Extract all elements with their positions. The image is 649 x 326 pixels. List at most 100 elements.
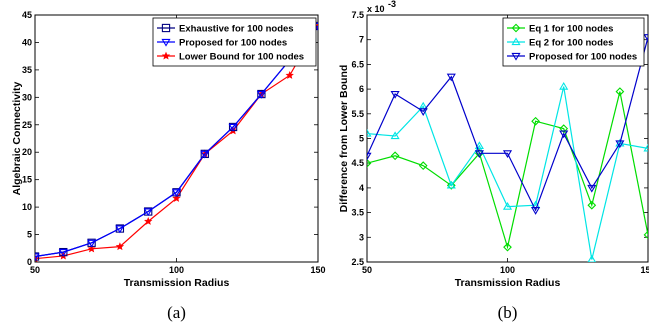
y-tick-label: 35 <box>22 65 32 75</box>
data-point <box>531 116 540 126</box>
data-point <box>367 158 372 168</box>
x-axis-label: Transmission Radius <box>124 277 230 289</box>
legend-swatch-marker <box>161 51 171 60</box>
data-point <box>58 249 68 257</box>
legend-label: Exhaustive for 100 nodes <box>179 24 294 35</box>
legend-item: Exhaustive for 100 nodes <box>157 24 294 35</box>
data-point <box>587 254 597 262</box>
data-point <box>559 81 569 90</box>
y-exponent-label: x 10 <box>367 4 385 14</box>
chart-panel-b: 2.5 3 3.5 4 4.5 5 5.5 6 6.5 7 7.5 50 100 150 Transmiss… <box>338 0 649 322</box>
data-point <box>256 90 266 99</box>
legend-swatch-marker <box>511 52 521 61</box>
data-point <box>446 180 456 189</box>
y-tick-label: 0 <box>27 257 32 267</box>
legend-item: Lower Bound for 100 nodes <box>157 52 304 63</box>
legend-item: Proposed for 100 nodes <box>157 38 287 49</box>
legend-box <box>152 17 317 67</box>
data-point <box>418 161 428 171</box>
data-point <box>503 242 512 252</box>
y-tick-label: 15 <box>22 175 32 185</box>
legend-label: Eq 2 for 100 nodes <box>529 38 613 49</box>
data-point <box>615 87 625 96</box>
data-point <box>615 140 625 149</box>
y-tick-label: 40 <box>22 37 32 47</box>
data-point <box>390 90 400 99</box>
data-point <box>474 150 484 159</box>
data-point <box>171 189 182 197</box>
x-tick-label: 150 <box>310 265 325 275</box>
series-line <box>367 37 648 212</box>
legend-label: Lower Bound for 100 nodes <box>179 52 304 63</box>
data-point <box>474 141 484 149</box>
chart-panel-a: 0 5 10 15 20 25 30 35 40 45 50 100 150 Transmission R… <box>11 10 326 322</box>
figure-caption: (b) <box>498 303 518 322</box>
data-point <box>390 151 400 161</box>
data-point <box>446 73 456 82</box>
data-point <box>285 70 294 79</box>
y-tick-label: 45 <box>22 10 32 20</box>
y-tick-label: 6.5 <box>351 59 364 69</box>
legend-item: Eq 2 for 100 nodes <box>507 37 613 49</box>
data-point <box>367 128 372 137</box>
legend-label: Proposed for 100 nodes <box>179 38 287 49</box>
series-line <box>367 86 648 260</box>
data-point <box>172 193 181 202</box>
y-tick-label: 3.5 <box>351 208 364 218</box>
y-tick-label: 5 <box>359 134 364 144</box>
legend: Exhaustive for 100 nodes Proposed for 100… <box>152 17 317 67</box>
legend-item: Eq 1 for 100 nodes <box>507 24 613 35</box>
data-point <box>643 230 648 240</box>
legend-swatch-marker <box>161 38 171 47</box>
y-tick-label: 4.5 <box>351 158 364 168</box>
data-point <box>559 124 569 133</box>
legend: Eq 1 for 100 nodes Eq 2 for 100 nodes Prop… <box>502 17 645 67</box>
data-point <box>643 34 648 42</box>
x-tick-label: 100 <box>500 265 515 275</box>
y-tick-label: 6 <box>359 84 364 94</box>
y-tick-label: 25 <box>22 120 32 130</box>
series-line <box>367 91 648 250</box>
y-tick-label: 2.5 <box>351 257 364 267</box>
data-point <box>87 244 96 253</box>
series-line <box>35 25 318 258</box>
data-point <box>35 253 40 262</box>
x-tick-label: 100 <box>169 265 184 275</box>
y-tick-label: 5.5 <box>351 109 364 119</box>
y-tick-label: 10 <box>22 202 32 212</box>
legend-label: Proposed for 100 nodes <box>529 52 637 63</box>
data-point <box>446 181 456 190</box>
legend-swatch-marker <box>511 23 521 33</box>
data-point <box>144 216 153 225</box>
data-point <box>531 207 541 215</box>
x-tick-label: 50 <box>30 265 40 275</box>
data-point <box>502 201 513 210</box>
legend-item: Proposed for 100 nodes <box>507 52 637 63</box>
legend-swatch-marker <box>511 37 521 46</box>
y-axis-label: Algebraic Connectivity <box>11 81 23 195</box>
series-layer <box>35 21 318 262</box>
series-1 <box>367 87 648 252</box>
x-tick-label: 150 <box>640 265 649 275</box>
x-axis-label: Transmission Radius <box>455 277 561 289</box>
y-tick-label: 20 <box>22 147 32 157</box>
data-point <box>367 152 372 161</box>
data-point <box>228 123 238 132</box>
y-tick-label: 7.5 <box>351 10 364 20</box>
data-point <box>643 143 648 152</box>
legend-box <box>502 17 645 67</box>
y-tick-label: 7 <box>359 35 364 45</box>
data-point <box>418 108 428 117</box>
y-tick-label: 5 <box>27 230 32 240</box>
y-axis-label: Difference from Lower Bound <box>338 65 350 213</box>
data-point <box>115 225 125 234</box>
y-tick-label: 4 <box>359 183 364 193</box>
figure-caption: (a) <box>167 303 186 322</box>
legend-swatch-marker <box>161 23 171 33</box>
data-point <box>143 208 153 217</box>
series-3 <box>367 34 648 215</box>
data-point <box>502 150 513 159</box>
data-point <box>115 242 125 251</box>
y-tick-label: 3 <box>359 232 364 242</box>
